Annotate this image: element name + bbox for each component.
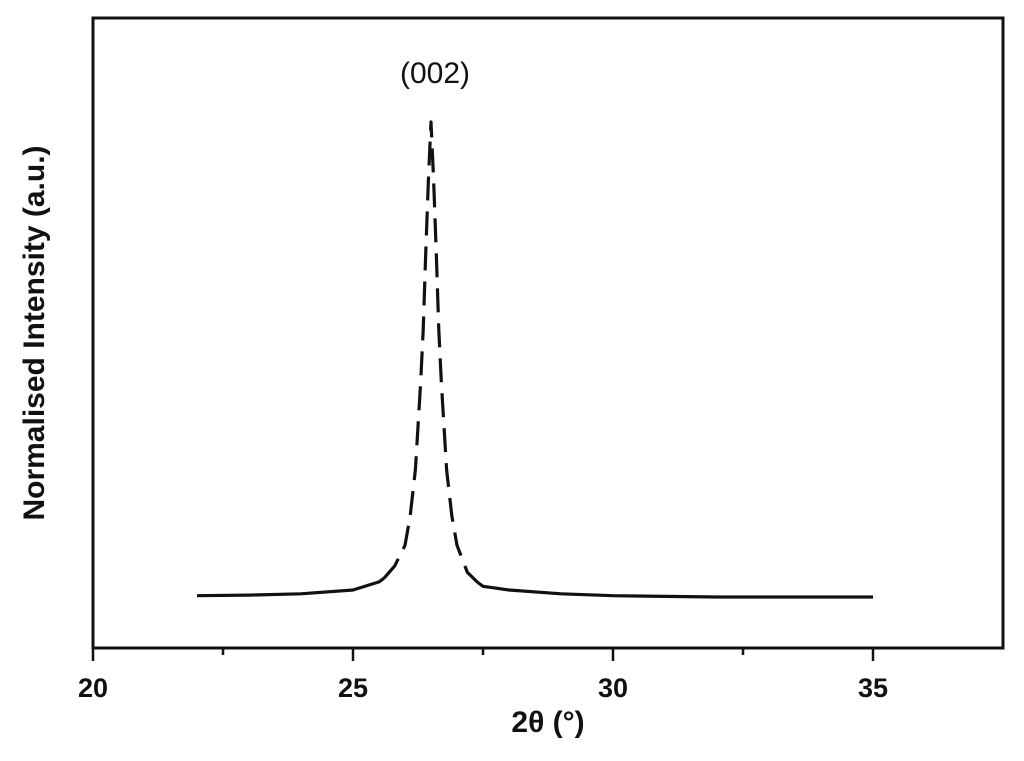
data-line	[476, 581, 873, 599]
x-tick-label: 20	[78, 673, 108, 703]
plot-frame	[91, 16, 1005, 650]
x-tick-label: 35	[858, 673, 888, 703]
x-tick-label: 25	[338, 673, 368, 703]
x-axis-title: 2θ (°)	[511, 706, 584, 739]
y-axis-title: Normalised Intensity (a.u.)	[18, 145, 51, 520]
data-line	[382, 120, 479, 584]
data-line	[196, 576, 386, 598]
peak-annotation: (002)	[400, 57, 470, 90]
x-tick-label: 30	[598, 673, 628, 703]
